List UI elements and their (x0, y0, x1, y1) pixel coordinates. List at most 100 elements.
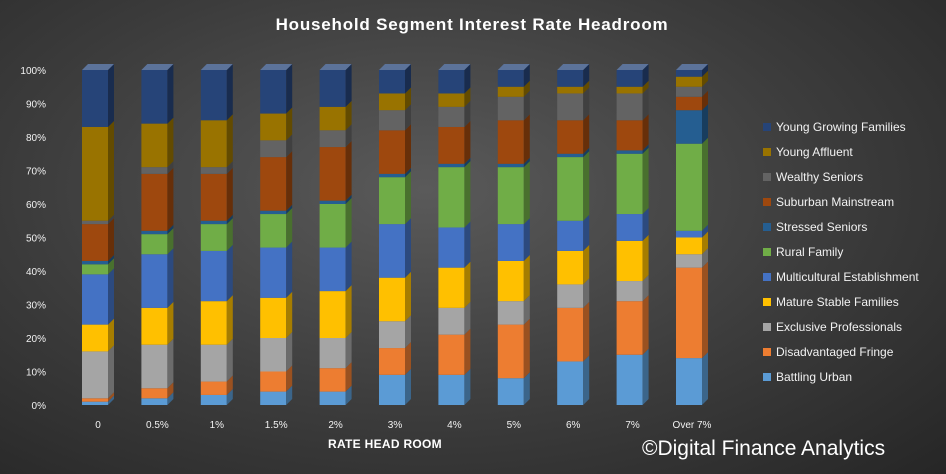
legend-item: Wealthy Seniors (763, 170, 863, 184)
y-tick-label: 20% (26, 334, 46, 345)
bar-segment (676, 96, 702, 111)
bar-segment-side (405, 167, 411, 178)
bar-segment-side (405, 368, 411, 405)
bar-segment (141, 234, 168, 255)
legend-label: Stressed Seniors (776, 220, 867, 234)
bar-segment (141, 307, 168, 345)
bar-segment-side (642, 64, 649, 87)
bar-segment (260, 140, 287, 158)
chart-title: Household Segment Interest Rate Headroom (276, 15, 669, 34)
bar-segment-side (108, 268, 114, 325)
bar-segment (616, 120, 643, 151)
bar-segment-side (286, 204, 293, 215)
bar-segment (676, 70, 702, 77)
legend-swatch (763, 298, 771, 306)
bar-segment (557, 307, 584, 362)
x-tick-label: 5% (507, 420, 522, 431)
bar-segment (319, 368, 346, 392)
bar-segment (497, 70, 524, 87)
bar-segment (379, 348, 405, 375)
bar-segment-side (702, 64, 708, 77)
bar-segment (200, 250, 227, 302)
bar-top (200, 64, 233, 70)
y-tick-label: 10% (26, 368, 46, 379)
bar-segment (82, 126, 108, 221)
bar-segment-side (345, 285, 352, 338)
bar-segment (557, 284, 584, 308)
bar-segment (616, 301, 643, 355)
bar-segment (319, 291, 346, 338)
bar-segment (676, 254, 702, 268)
y-tick-label: 70% (26, 167, 46, 178)
bar-segment (676, 110, 702, 144)
y-tick-label: 80% (26, 133, 46, 144)
bar-stack (438, 64, 471, 405)
bar-segment-side (167, 167, 174, 231)
bar-segment (557, 86, 584, 94)
bar-segment (438, 163, 465, 168)
bar-segment (260, 338, 287, 372)
bar-segment (82, 274, 108, 325)
bar-segment-side (405, 87, 411, 111)
bar-segment (319, 147, 346, 201)
legend-label: Mature Stable Families (776, 295, 899, 309)
bar-segment-side (583, 64, 590, 87)
bar-segment-side (523, 157, 530, 168)
y-tick-label: 90% (26, 100, 46, 111)
bar-segment-side (226, 114, 233, 168)
x-tick-label: 7% (625, 420, 640, 431)
bar-segment-side (464, 261, 471, 308)
bar-segment-side (464, 64, 471, 94)
bar-segment-side (464, 328, 471, 375)
legend-item: Mature Stable Families (763, 295, 899, 309)
bar-segment (497, 378, 524, 405)
bar-segment-side (405, 171, 411, 225)
bar-segment (82, 398, 108, 402)
plot-area (82, 64, 708, 405)
x-tick-label: 2% (328, 420, 343, 431)
bar-segment-side (167, 301, 174, 345)
bar-segment-side (642, 208, 649, 241)
bar-segment (200, 120, 227, 168)
bar-top (141, 64, 174, 70)
bar-segment (379, 177, 405, 225)
x-tick-label: Over 7% (673, 420, 712, 431)
bar-segment (260, 210, 287, 215)
legend-swatch (763, 323, 771, 331)
bar-stack (200, 64, 233, 405)
bar-segment (676, 358, 702, 405)
bar-top (260, 64, 293, 70)
bar-segment (82, 220, 108, 225)
bar-segment (438, 70, 465, 94)
bar-segment-side (642, 144, 649, 154)
bar-segment (141, 388, 168, 399)
bar-segment (497, 301, 524, 325)
bar-segment-side (405, 342, 411, 375)
bar-segment (200, 344, 227, 382)
bar-top (497, 64, 530, 70)
bar-segment-side (286, 241, 293, 298)
y-tick-label: 100% (20, 66, 46, 77)
bar-segment-side (523, 295, 530, 325)
x-tick-label: 1% (210, 420, 225, 431)
x-tick-label: 3% (388, 420, 403, 431)
bar-segment (616, 86, 643, 94)
bar-segment-side (286, 332, 293, 372)
bar-segment (141, 230, 168, 235)
bar-segment (141, 173, 168, 231)
bar-segment (141, 254, 168, 308)
bar-segment-side (642, 275, 649, 302)
bar-segment (319, 391, 346, 405)
bar-segment (200, 394, 227, 405)
bar-segment-side (108, 392, 114, 402)
bar-segment-side (523, 254, 530, 302)
bar-segment-side (642, 348, 649, 405)
legend-label: Battling Urban (776, 370, 852, 384)
bar-segment-side (226, 338, 233, 382)
bar-segment (82, 324, 108, 352)
legend-swatch (763, 273, 771, 281)
bar-segment-side (583, 87, 590, 121)
bar-segment-side (464, 368, 471, 405)
bar-segment-side (108, 218, 114, 261)
legend-swatch (763, 198, 771, 206)
